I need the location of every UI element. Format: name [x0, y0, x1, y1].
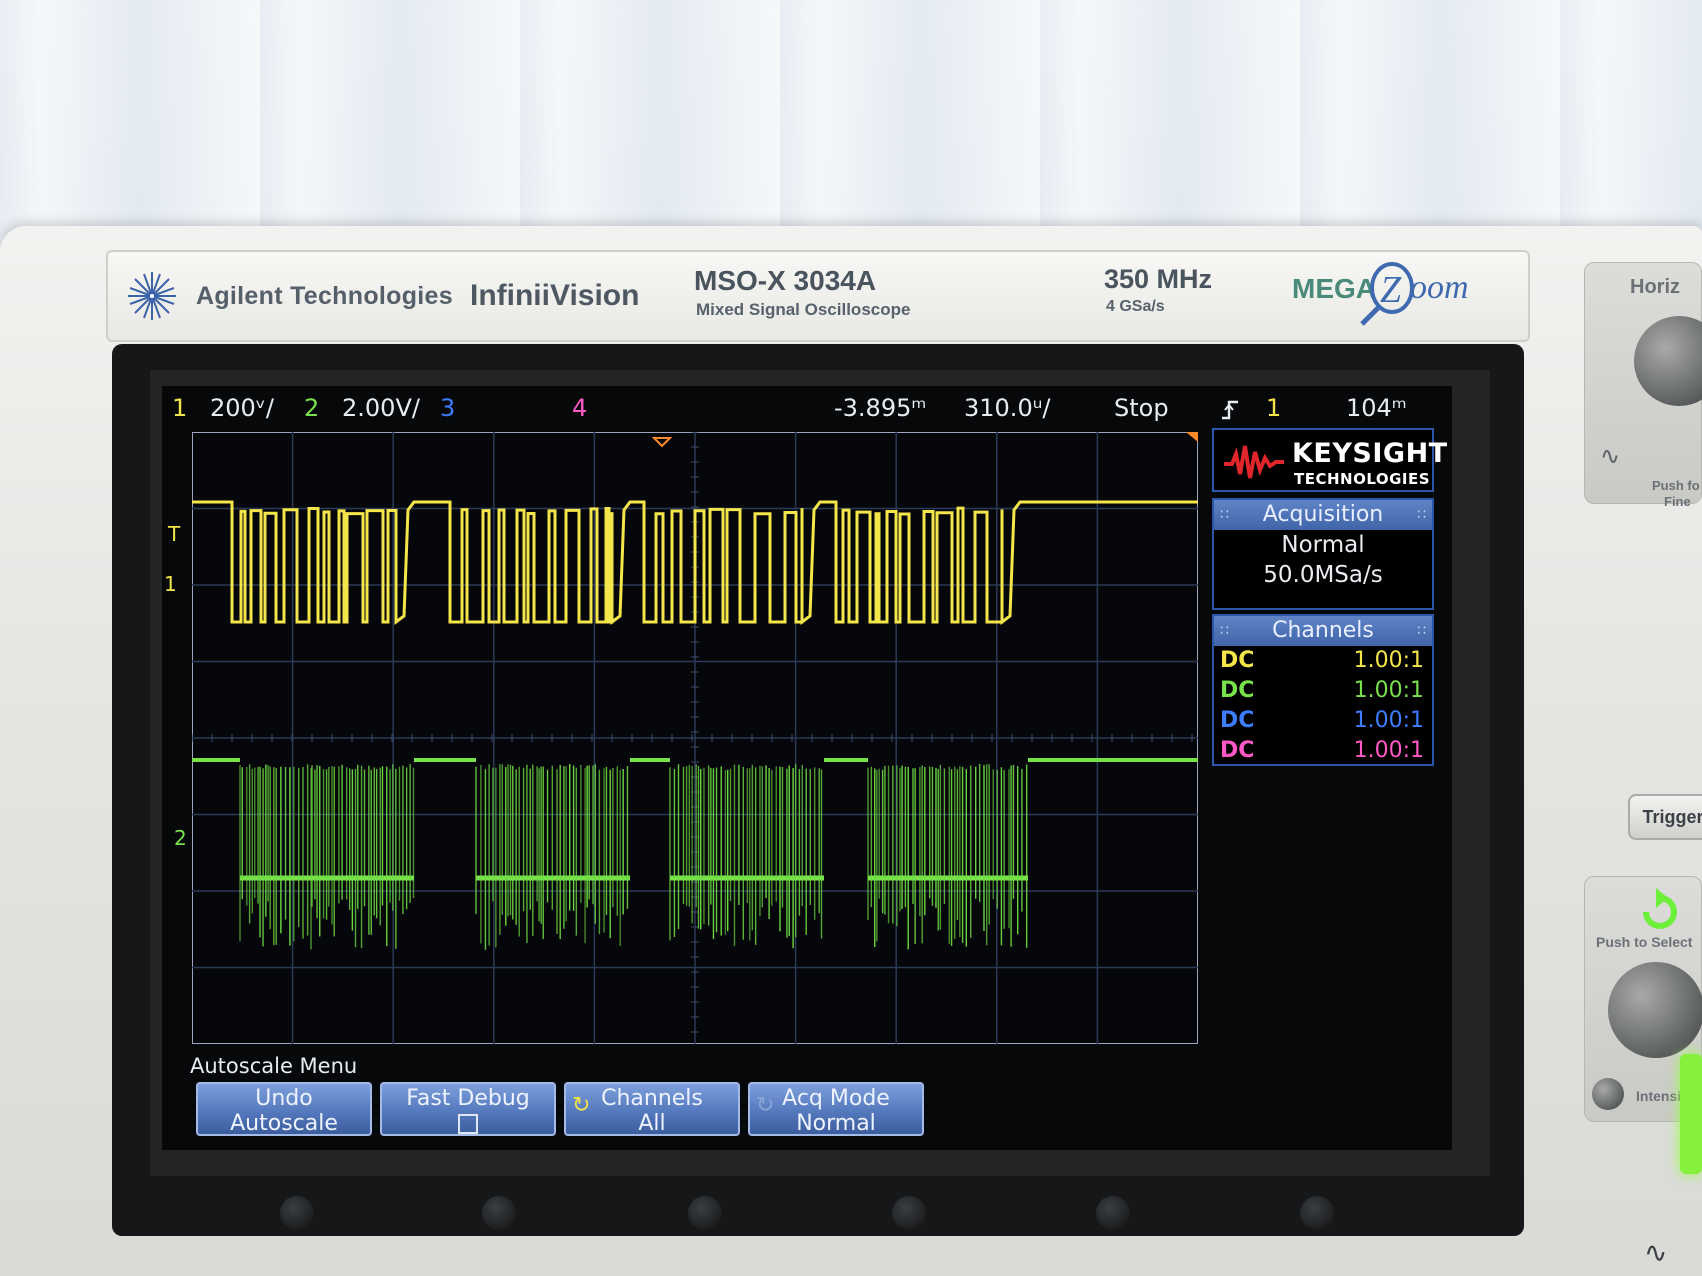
intensity-knob[interactable]: [1592, 1078, 1624, 1110]
channel-row-2: DC 1.00:1: [1214, 676, 1432, 706]
channels-title: Channels: [1272, 618, 1374, 643]
brand-model-description: Mixed Signal Oscilloscope: [696, 300, 911, 319]
bezel-softkey-button-1[interactable]: [280, 1196, 314, 1230]
acquisition-section[interactable]: ∷ Acquisition ∷ Normal 50.0MSa/s: [1212, 498, 1434, 610]
ch4-probe-ratio: 1.00:1: [1353, 738, 1424, 763]
channel-led-indicator: [1680, 1054, 1702, 1174]
brand-bandwidth: 350 MHz: [1104, 264, 1213, 294]
ch1-coupling: DC: [1220, 648, 1255, 673]
acquisition-rate: 50.0MSa/s: [1263, 562, 1383, 588]
agilent-spark-logo: [128, 272, 176, 320]
softkey-1-line1: Undo: [255, 1086, 313, 1111]
ch1-probe-ratio: 1.00:1: [1353, 648, 1424, 673]
run-state: Stop: [1114, 394, 1169, 422]
rising-edge-icon: [1222, 400, 1238, 420]
ch4-number[interactable]: 4: [572, 394, 588, 422]
trigger-level: 104ᵐ: [1346, 394, 1407, 422]
bezel-softkey-button-2[interactable]: [482, 1196, 516, 1230]
ch1-scale: 200ᵛ/: [210, 394, 274, 422]
megazoom-logo: MEGA Z oom: [1292, 262, 1469, 326]
softkey-3-line2: All: [638, 1111, 666, 1136]
status-bar: 1 200ᵛ/ 2 2.00V/ 3 4 -3.895ᵐ 310.0ᵘ/ Sto…: [162, 386, 1452, 430]
front-panel-controls: Horiz ∿ Push fo Fine Trigger Push to Sel…: [1544, 226, 1702, 1276]
menu-title: Autoscale Menu: [190, 1054, 358, 1078]
ch2-probe-ratio: 1.00:1: [1353, 678, 1424, 703]
fast-debug-softkey[interactable]: Fast Debug: [380, 1082, 556, 1136]
channels-section[interactable]: ∷ Channels ∷ DC 1.00:1 DC 1.00:1 DC 1.00…: [1212, 614, 1434, 766]
waveform-graticule: [192, 432, 1198, 1044]
acquisition-header[interactable]: ∷ Acquisition ∷: [1214, 500, 1432, 530]
fine-wave-icon: ∿: [1600, 443, 1621, 470]
acquisition-mode: Normal: [1281, 532, 1365, 558]
softkey-4-line1: Acq Mode: [782, 1086, 890, 1111]
softkey-3-line1: Channels: [601, 1086, 703, 1111]
ch3-number[interactable]: 3: [440, 394, 456, 422]
trigger-position-marker: [651, 437, 673, 448]
channel-row-1: DC 1.00:1: [1214, 646, 1432, 676]
ch2-coupling: DC: [1220, 678, 1255, 703]
ch2-waveform: [192, 758, 1198, 950]
softkey-1-line2: Autoscale: [230, 1111, 338, 1136]
time-scale: 310.0ᵘ/: [964, 394, 1051, 422]
svg-text:Z: Z: [1380, 269, 1402, 311]
brand-series: InfiniiVision: [470, 279, 640, 312]
megazoom-text-right: oom: [1410, 269, 1469, 306]
ch1-number[interactable]: 1: [172, 394, 188, 422]
push-to-select-label: Push to Select: [1596, 934, 1693, 950]
keysight-logo-subtext: TECHNOLOGIES: [1294, 470, 1431, 488]
softkey-4-line2: Normal: [796, 1111, 876, 1136]
bezel-softkey-button-6[interactable]: [1300, 1196, 1334, 1230]
push-fine-label-1: Push fo: [1652, 478, 1700, 493]
ch3-probe-ratio: 1.00:1: [1353, 708, 1424, 733]
window-background: [0, 0, 1702, 240]
bezel-softkey-button-3[interactable]: [688, 1196, 722, 1230]
trigger-source: 1: [1266, 394, 1282, 422]
select-arrow-icon: [1643, 888, 1677, 929]
trigger-level-marker[interactable]: T: [168, 522, 181, 546]
wave-symbol-icon: ∿: [1644, 1237, 1668, 1268]
keysight-logo-text: KEYSIGHT: [1292, 438, 1448, 469]
fast-debug-checkbox[interactable]: [458, 1114, 478, 1134]
ch2-scale: 2.00V/: [342, 394, 420, 422]
brand-company: Agilent Technologies: [196, 282, 453, 310]
brand-model: MSO-X 3034A: [694, 265, 877, 296]
keysight-wave-icon: [1224, 445, 1284, 479]
scope-display: 1 200ᵛ/ 2 2.00V/ 3 4 -3.895ᵐ 310.0ᵘ/ Sto…: [162, 386, 1452, 1150]
bezel-softkey-button-5[interactable]: [1096, 1196, 1130, 1230]
channels-softkey[interactable]: ↻ Channels All: [564, 1082, 740, 1136]
brand-sample-rate: 4 GSa/s: [1106, 298, 1165, 315]
keysight-logo: KEYSIGHT TECHNOLOGIES: [1212, 428, 1447, 492]
ch4-coupling: DC: [1220, 738, 1255, 763]
ch2-number[interactable]: 2: [304, 394, 320, 422]
trigger-level-marker-right: [1186, 432, 1198, 442]
undo-autoscale-softkey[interactable]: Undo Autoscale: [196, 1082, 372, 1136]
time-offset: -3.895ᵐ: [834, 394, 927, 422]
rotate-knob-icon: ↻: [572, 1093, 591, 1118]
ch1-ground-marker[interactable]: 1: [164, 572, 177, 596]
channels-header[interactable]: ∷ Channels ∷: [1214, 616, 1432, 646]
megazoom-text-left: MEGA: [1292, 273, 1376, 304]
horizontal-scale-knob[interactable]: [1634, 316, 1702, 406]
trigger-button[interactable]: Trigger: [1628, 794, 1702, 840]
bezel-softkey-button-4[interactable]: [892, 1196, 926, 1230]
rotate-knob-icon-dim: ↻: [756, 1093, 775, 1118]
softkey-2-line1: Fast Debug: [406, 1086, 530, 1111]
intensity-label: Intensity: [1636, 1088, 1694, 1104]
push-fine-label-2: Fine: [1664, 494, 1691, 509]
ch2-ground-marker[interactable]: 2: [174, 826, 187, 850]
channel-row-3: DC 1.00:1: [1214, 706, 1432, 736]
acquisition-title: Acquisition: [1262, 502, 1384, 527]
brand-strip: [106, 250, 1530, 342]
acq-mode-softkey[interactable]: ↻ Acq Mode Normal: [748, 1082, 924, 1136]
channel-row-4: DC 1.00:1: [1214, 736, 1432, 766]
ch3-coupling: DC: [1220, 708, 1255, 733]
horizontal-label: Horiz: [1630, 276, 1680, 298]
entry-knob[interactable]: [1608, 962, 1702, 1058]
